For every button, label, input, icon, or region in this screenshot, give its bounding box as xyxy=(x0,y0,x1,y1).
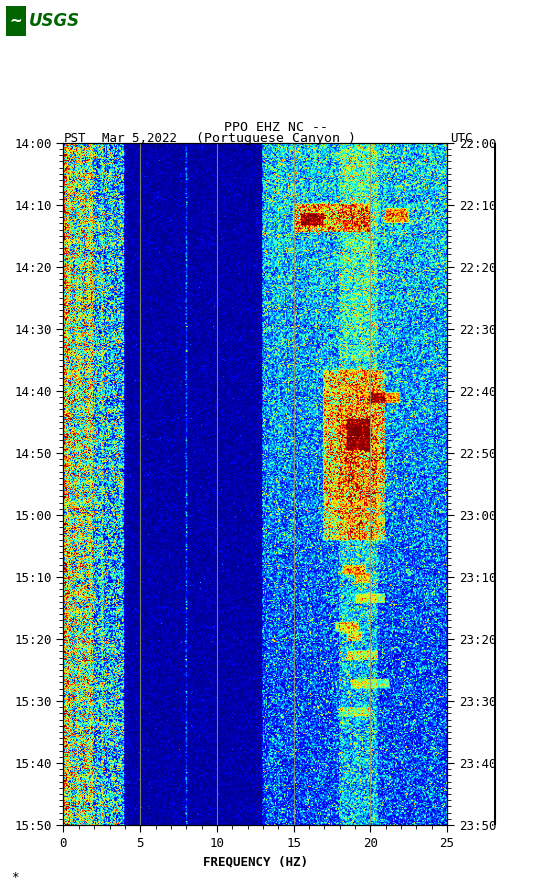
X-axis label: FREQUENCY (HZ): FREQUENCY (HZ) xyxy=(203,855,308,869)
Text: ~: ~ xyxy=(9,13,22,29)
Text: UTC: UTC xyxy=(450,131,473,145)
FancyBboxPatch shape xyxy=(6,6,25,37)
Text: (Portuguese Canyon ): (Portuguese Canyon ) xyxy=(196,131,356,145)
Text: PST: PST xyxy=(63,131,86,145)
Text: PPO EHZ NC --: PPO EHZ NC -- xyxy=(224,120,328,134)
Text: USGS: USGS xyxy=(29,12,79,30)
Text: Mar 5,2022: Mar 5,2022 xyxy=(102,131,177,145)
Text: *: * xyxy=(11,871,19,884)
